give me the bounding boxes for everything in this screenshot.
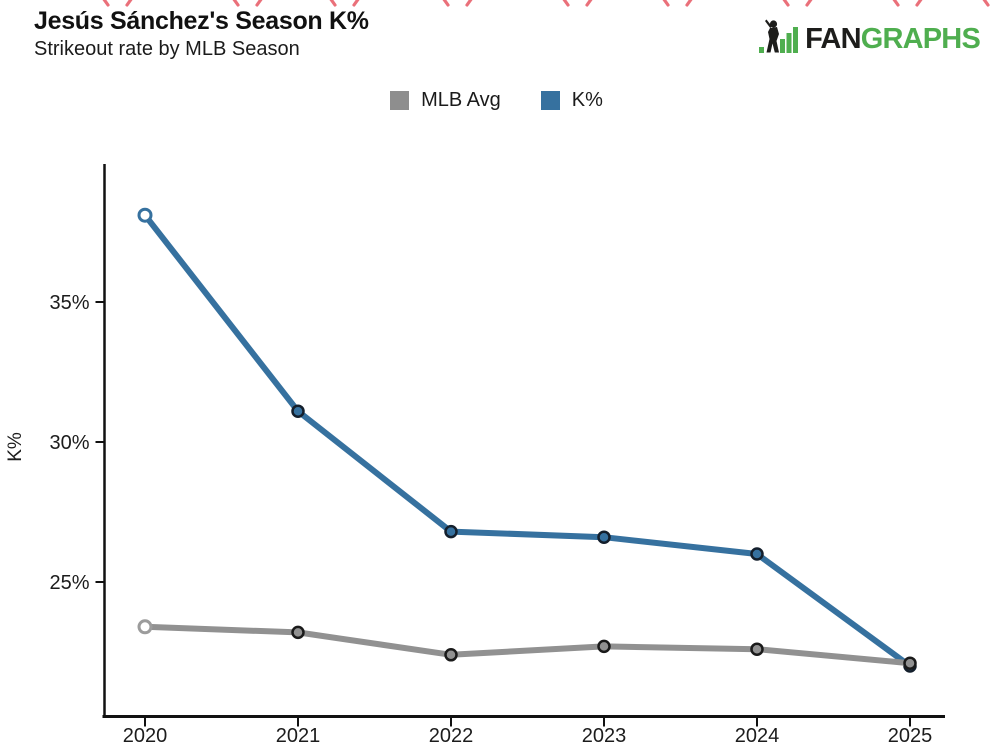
x-tick-label: 2024 <box>735 725 780 745</box>
legend-item-k-: K% <box>540 89 603 112</box>
x-tick-label: 2020 <box>123 725 168 745</box>
baseball-stitch-decoration <box>782 0 790 7</box>
baseball-stitch-decoration <box>685 0 693 7</box>
baseball-stitch-decoration <box>662 0 670 7</box>
baseball-stitch-decoration <box>562 0 570 7</box>
baseball-stitch-decoration <box>915 0 923 7</box>
baseball-stitch-decoration <box>125 0 133 7</box>
legend-label: K% <box>571 89 603 111</box>
y-tick-label: 30% <box>49 432 89 454</box>
baseball-stitch-decoration <box>329 0 337 7</box>
page-subtitle: Strikeout rate by MLB Season <box>34 38 300 60</box>
baseball-stitch-decoration <box>102 0 110 7</box>
fangraphs-wordmark-graphs: GRAPHS <box>860 23 981 55</box>
data-point-k--2022 <box>444 524 458 539</box>
fangraphs-logo: FANGRAPHS <box>759 18 981 55</box>
legend-label: MLB Avg <box>421 89 501 111</box>
baseball-stitch-decoration <box>982 0 990 7</box>
data-point-k--2020 <box>137 207 153 223</box>
legend-swatch <box>540 91 560 110</box>
legend-item-mlb-avg: MLB Avg <box>390 89 501 112</box>
x-tick-label: 2025 <box>888 725 933 745</box>
baseball-stitch-decoration <box>442 0 450 7</box>
x-tick-label: 2023 <box>582 725 627 745</box>
baseball-stitch-decoration <box>255 0 263 7</box>
baseball-stitch-decoration <box>352 0 360 7</box>
data-point-k--2023 <box>597 530 611 544</box>
data-point-mlb-avg-2023 <box>597 639 611 654</box>
baseball-stitch-decoration <box>805 0 813 7</box>
chart-legend: MLB Avg K% <box>0 89 993 112</box>
x-tick-label: 2022 <box>429 725 474 745</box>
baseball-stitch-decoration <box>892 0 900 7</box>
baseball-stitch-decoration <box>232 0 240 7</box>
baseball-stitch-decoration <box>585 0 593 7</box>
data-point-mlb-avg-2024 <box>750 642 764 656</box>
data-point-k--2021 <box>291 404 305 418</box>
data-point-mlb-avg-2020 <box>137 619 153 635</box>
y-tick-label: 25% <box>49 572 89 594</box>
data-point-mlb-avg-2025 <box>903 656 917 670</box>
legend-swatch <box>390 91 410 110</box>
chart-header: Jesús Sánchez's Season K% Strikeout rate… <box>34 7 369 61</box>
series-line-mlb-avg <box>142 623 913 667</box>
data-point-mlb-avg-2022 <box>444 648 458 662</box>
fangraphs-wordmark-fan: FAN <box>805 23 861 55</box>
fangraphs-wordmark: FANGRAPHS <box>805 23 981 55</box>
data-point-k--2024 <box>750 547 764 561</box>
fangraphs-batter-icon <box>759 19 799 53</box>
series-line-k- <box>142 212 913 669</box>
page-title: Jesús Sánchez's Season K% <box>34 7 369 35</box>
baseball-stitch-decoration <box>465 0 473 7</box>
x-tick-label: 2021 <box>276 725 321 745</box>
y-tick-label: 35% <box>49 292 89 314</box>
data-point-mlb-avg-2021 <box>291 625 305 640</box>
y-axis-title: K% <box>5 432 26 462</box>
